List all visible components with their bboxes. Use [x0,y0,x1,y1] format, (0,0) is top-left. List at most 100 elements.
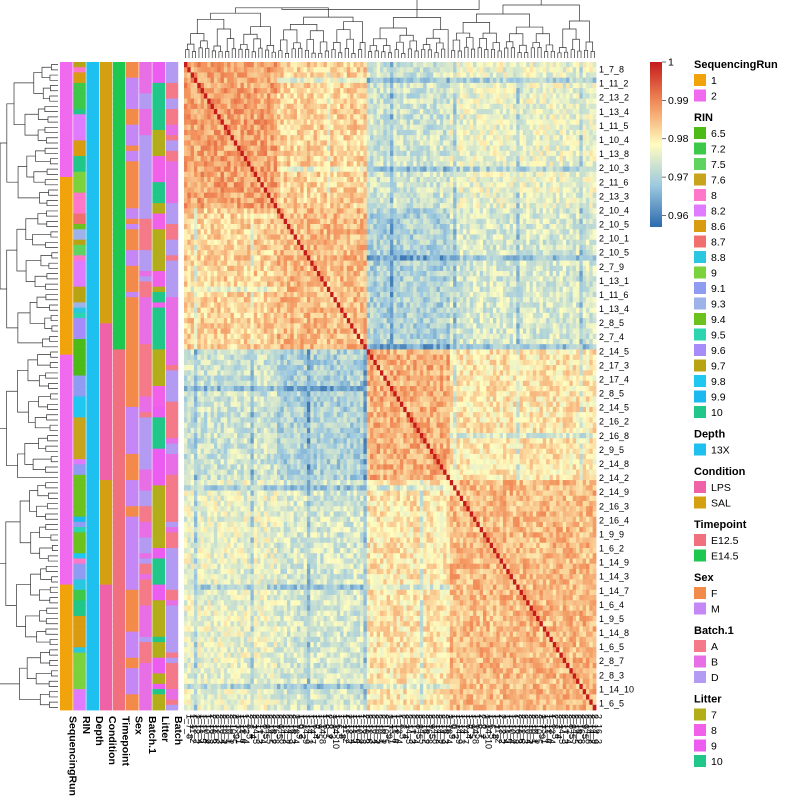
annotation-cell-rin [73,312,86,319]
heatmap-cell [203,88,208,94]
heatmap-cell [247,77,251,84]
heatmap-cell [426,166,431,173]
annotation-cell-batch [165,291,179,298]
heatmap-cell [502,124,507,131]
annotation-cell-condition [99,192,113,199]
annotation-cell-depth [86,276,99,282]
annotation-cell-batch-1 [139,506,152,512]
heatmap-cell [237,187,241,194]
annotation-cell-batch [165,391,179,397]
heatmap-cell [403,109,408,115]
heatmap-cell [512,62,517,68]
heatmap-cell [456,182,461,188]
heatmap-cell [579,98,584,105]
annotation-cell-condition [99,67,113,73]
heatmap-cell [333,93,338,99]
annotation-cell-sex [126,480,139,486]
annotation-cell-depth [86,521,99,528]
heatmap-cell [290,114,295,120]
heatmap-cell [300,77,305,84]
annotation-cell-sequencingrun [60,291,73,298]
heatmap-cell [353,161,358,167]
heatmap-cell [512,197,517,204]
heatmap-cell [413,135,417,141]
heatmap-cell [426,72,431,79]
heatmap-cell [386,145,391,152]
heatmap-cell [213,72,218,79]
heatmap-cell [479,150,484,157]
heatmap-cell [287,213,291,220]
heatmap-cell [443,176,447,183]
heatmap-cell [493,197,497,204]
heatmap-cell [203,161,208,167]
heatmap-cell [476,187,481,194]
annotation-cell-litter [152,312,165,319]
heatmap-cell [323,150,328,157]
heatmap-cell [456,82,461,89]
annotation-cell-timepoint [112,495,126,502]
heatmap-cell [493,67,497,73]
heatmap-cell [589,203,594,209]
heatmap-cell [449,98,454,105]
heatmap-cell [429,98,434,105]
heatmap-cell [453,192,457,199]
heatmap-cell [483,145,487,152]
dendrogram-branch [407,48,412,58]
heatmap-cell [559,187,564,194]
heatmap-cell [433,203,437,209]
heatmap-cell [483,77,487,84]
heatmap-cell [207,161,211,167]
heatmap-cell [253,114,258,120]
heatmap-cell [419,161,424,167]
heatmap-cell [572,203,577,209]
heatmap-cell [283,208,288,214]
heatmap-cell [546,156,550,162]
heatmap-cell [287,203,291,209]
heatmap-cell [250,93,255,99]
heatmap-cell [293,109,298,115]
heatmap-cell [237,145,241,152]
heatmap-cell [277,72,281,79]
heatmap-cell [483,82,487,89]
heatmap-cell [320,129,324,136]
heatmap-cell [217,208,221,214]
heatmap-cell [376,176,381,183]
annotation-cell-rin [73,187,86,194]
heatmap-cell [433,135,437,141]
heatmap-cell [502,182,507,188]
dendrogram-branch [45,513,58,520]
annotation-cell-batch [165,103,179,110]
dendrogram-branch [422,44,431,50]
heatmap-cell [343,192,348,199]
annotation-cell-batch-1 [139,93,152,99]
annotation-cell-batch-1 [139,568,152,575]
heatmap-cell [476,135,481,141]
annotation-cell-condition [99,265,113,272]
heatmap-cell [363,82,368,89]
heatmap-cell [237,135,241,141]
heatmap-cell [184,98,188,105]
heatmap-cell [419,145,424,152]
heatmap-cell [273,124,278,131]
heatmap-cell [220,124,225,131]
annotation-cell-batch-1 [139,187,152,194]
heatmap-cell [330,67,334,73]
annotation-cell-timepoint [112,380,126,387]
heatmap-cell [572,67,577,73]
heatmap-cell [416,203,421,209]
heatmap-cell [283,82,288,89]
annotation-cell-depth [86,662,99,669]
heatmap-cell [439,203,444,209]
heatmap-cell [439,197,444,204]
heatmap-cell [280,103,285,110]
heatmap-cell [489,114,494,120]
heatmap-cell [273,77,278,84]
heatmap-cell [220,182,225,188]
heatmap-cell [453,88,457,94]
annotation-cell-timepoint [112,636,126,643]
heatmap-cell [390,88,394,94]
heatmap-cell [502,93,507,99]
annotation-cell-rin [73,568,86,575]
heatmap-cell [267,150,271,157]
heatmap-cell [184,114,188,120]
